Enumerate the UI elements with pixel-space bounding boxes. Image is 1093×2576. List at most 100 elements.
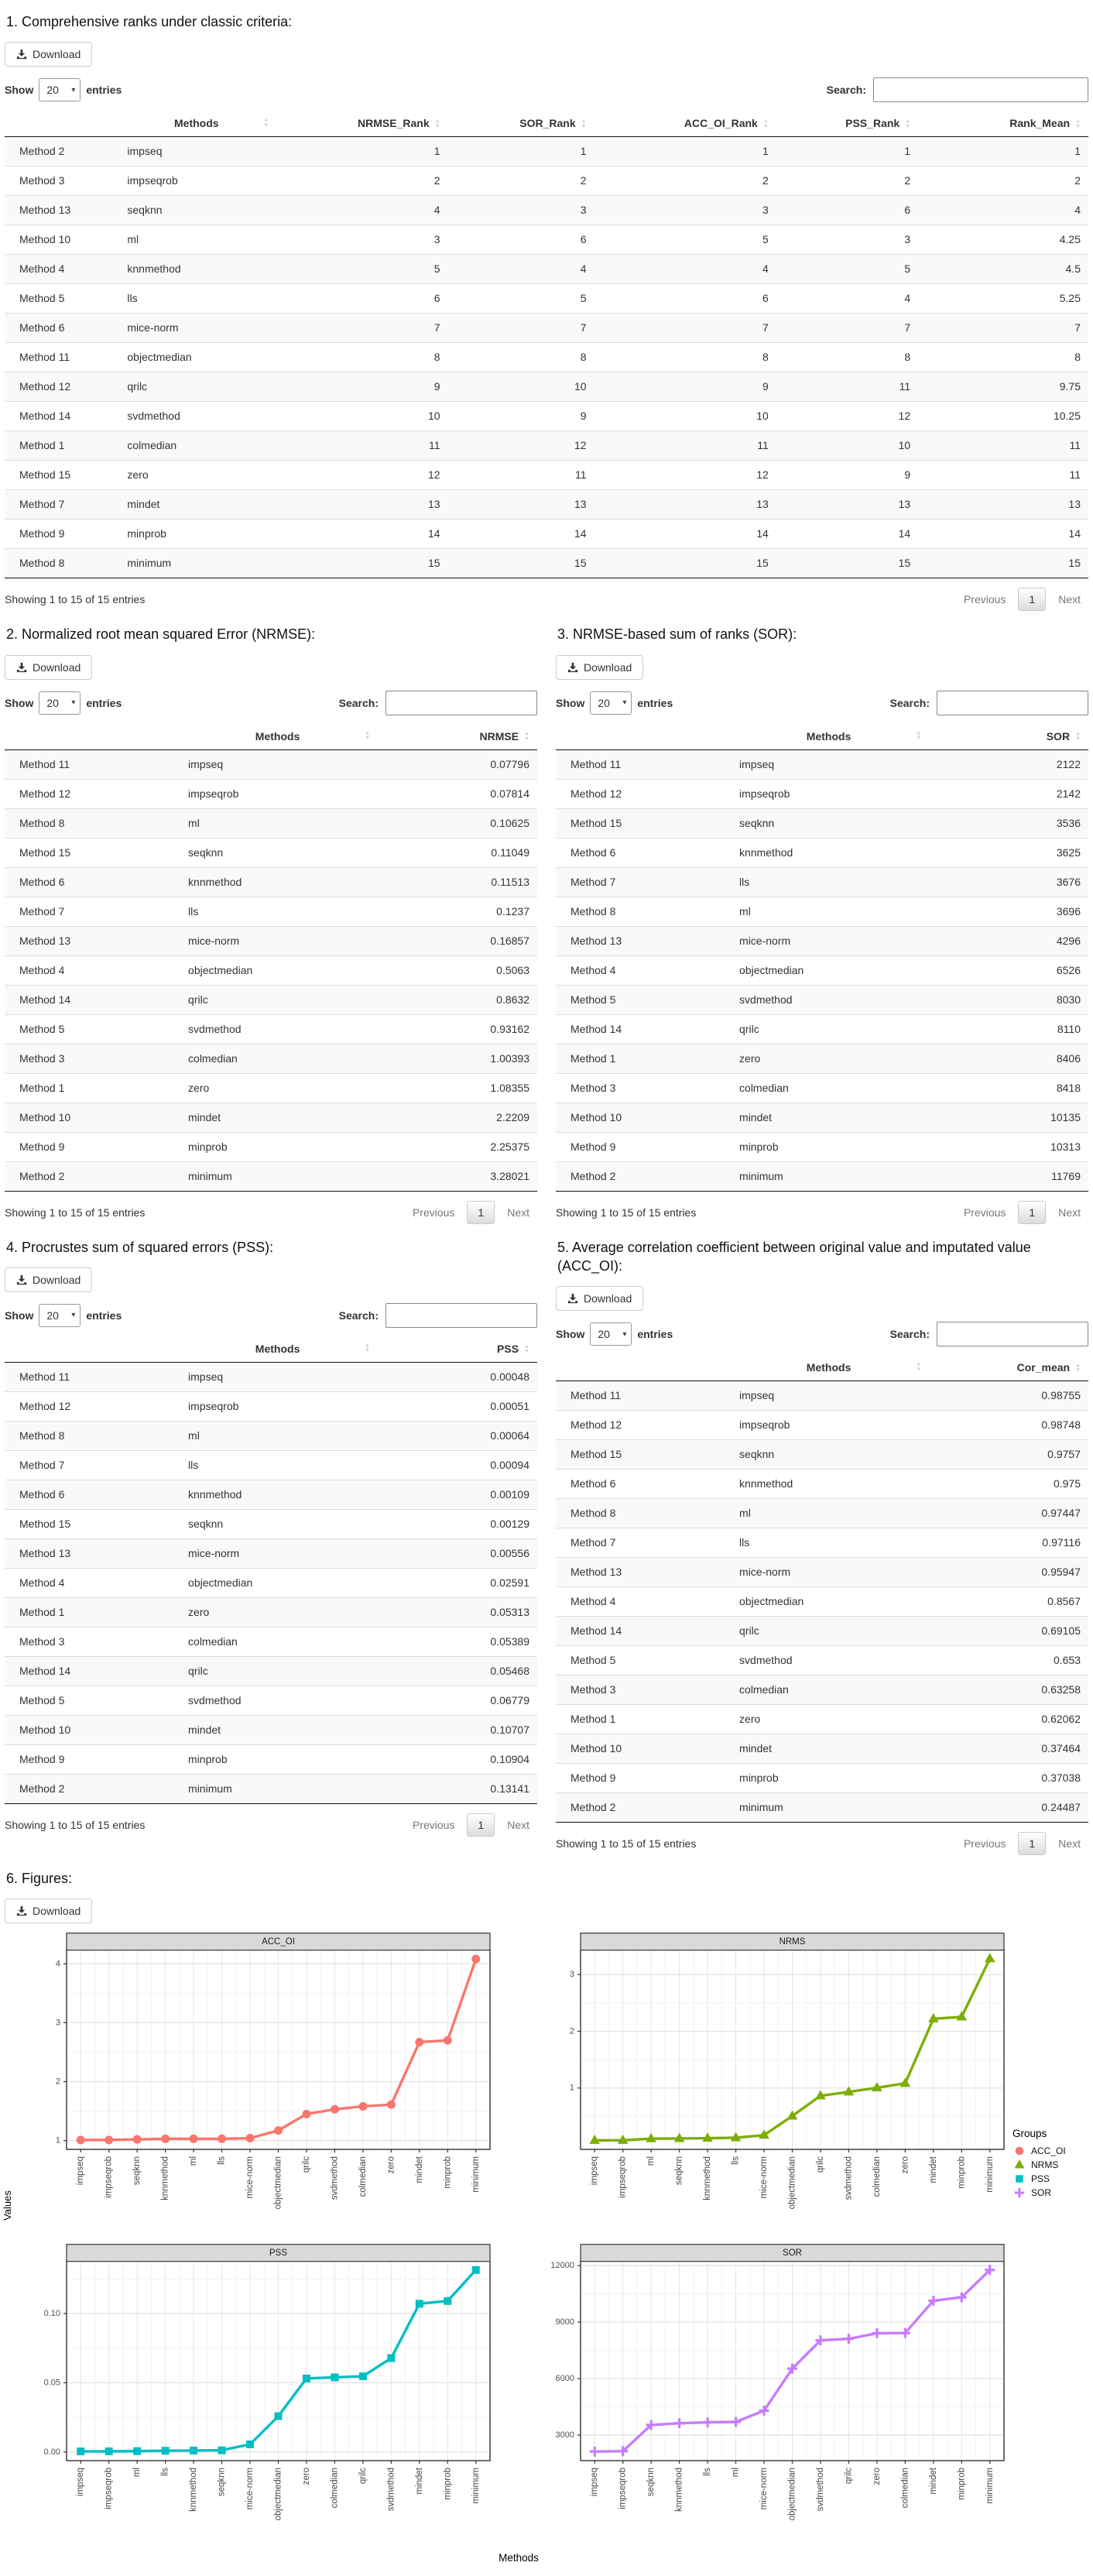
section-title: 5. Average correlation coefficient betwe…: [557, 1239, 1031, 1274]
table-row: Method 9 minprob 14 14 14 14 14: [5, 519, 1088, 549]
sort-icon[interactable]: ▲ ▼: [365, 730, 371, 741]
caret-down-icon: ▾: [622, 1329, 627, 1339]
search-label: Search:: [338, 1309, 379, 1322]
table-cell: knnmethod: [732, 1469, 927, 1499]
next-page-button[interactable]: Next: [507, 1818, 529, 1831]
table-cell: mice-norm: [119, 313, 274, 343]
table-cell: knnmethod: [180, 866, 375, 897]
table-row: Method 4 objectmedian 0.02591: [5, 1567, 537, 1598]
search-label: Search:: [889, 1328, 930, 1341]
column-header-methods[interactable]: Methods ▲ ▼: [119, 110, 274, 138]
table-cell: 0.37038: [926, 1763, 1088, 1793]
y-axis-label: Values: [1, 2190, 13, 2221]
table-cell: Method 7: [556, 1528, 732, 1558]
table-cell: 8: [594, 342, 776, 372]
table-cell: 0.05313: [375, 1597, 537, 1628]
table-row: Method 10 mindet 0.37464: [556, 1734, 1088, 1764]
sort-icon[interactable]: ▲ ▼: [581, 118, 587, 129]
next-page-button[interactable]: Next: [507, 1206, 529, 1219]
search-input[interactable]: [937, 1322, 1088, 1347]
section-sor: 3. NRMSE-based sum of ranks (SOR): Downl…: [556, 614, 1088, 1226]
column-header-cor_mean[interactable]: Cor_mean ▲ ▼: [926, 1354, 1088, 1382]
next-page-button[interactable]: Next: [1058, 593, 1081, 606]
sort-icon[interactable]: ▲ ▼: [1075, 118, 1081, 129]
page-length-select[interactable]: 20 ▾: [590, 1322, 632, 1346]
sort-icon[interactable]: ▲ ▼: [524, 1343, 529, 1355]
sort-icon[interactable]: ▲ ▼: [916, 730, 922, 741]
sort-icon[interactable]: ▲ ▼: [365, 1343, 371, 1353]
previous-page-button[interactable]: Previous: [412, 1818, 455, 1831]
table-cell: 7: [776, 313, 919, 343]
table-cell: 1.00393: [375, 1043, 537, 1074]
column-header-methods[interactable]: Methods ▲ ▼: [180, 722, 375, 750]
page-length-control: Show 20 ▾ entries: [556, 1322, 673, 1346]
column-header-sor_rank[interactable]: SOR_Rank ▲ ▼: [447, 110, 594, 138]
column-header-acc_oi_rank[interactable]: ACC_OI_Rank ▲ ▼: [594, 110, 776, 138]
download-button[interactable]: Download: [5, 654, 93, 680]
svg-text:impseq: impseq: [590, 2468, 599, 2496]
search-input[interactable]: [385, 1302, 537, 1328]
table-cell: impseqrob: [180, 1391, 375, 1422]
column-header-pss_rank[interactable]: PSS_Rank ▲ ▼: [776, 110, 919, 138]
download-button[interactable]: Download: [5, 42, 93, 67]
sort-icon[interactable]: ▲ ▼: [762, 118, 769, 129]
table-cell: 11: [776, 372, 919, 402]
svg-text:mindet: mindet: [415, 2156, 424, 2183]
previous-page-button[interactable]: Previous: [963, 1206, 1006, 1219]
current-page-button[interactable]: 1: [1018, 1200, 1047, 1224]
sort-icon[interactable]: ▲ ▼: [524, 731, 529, 742]
download-button[interactable]: Download: [5, 1899, 93, 1924]
download-button[interactable]: Download: [5, 1267, 93, 1292]
table-cell: 0.07796: [490, 757, 529, 770]
page-length-select[interactable]: 20 ▾: [39, 691, 81, 715]
previous-page-button[interactable]: Previous: [963, 593, 1006, 606]
current-page-button[interactable]: 1: [467, 1200, 495, 1224]
current-page-button[interactable]: 1: [467, 1813, 495, 1837]
next-page-button[interactable]: Next: [1058, 1837, 1081, 1851]
column-header-nrmse_rank[interactable]: NRMSE_Rank ▲ ▼: [273, 110, 448, 138]
next-page-button[interactable]: Next: [1058, 1206, 1081, 1219]
search-input[interactable]: [873, 77, 1088, 103]
table-cell: 0.63258: [926, 1675, 1088, 1705]
table-cell: Method 2: [5, 1773, 181, 1804]
search-input[interactable]: [937, 690, 1088, 715]
sort-icon[interactable]: ▲ ▼: [263, 117, 269, 129]
page-length-select[interactable]: 20 ▾: [39, 1303, 81, 1327]
table-cell: 0.5063: [375, 955, 537, 986]
sort-icon[interactable]: ▲ ▼: [1075, 1362, 1081, 1374]
download-button[interactable]: Download: [556, 1286, 644, 1312]
previous-page-button[interactable]: Previous: [963, 1837, 1006, 1851]
table-cell: Method 12: [5, 1391, 181, 1422]
table-cell: Method 2: [556, 1792, 732, 1823]
table-row: Method 2 minimum 0.13141: [5, 1773, 537, 1804]
page-length-control: Show 20 ▾ entries: [5, 78, 122, 102]
current-page-button[interactable]: 1: [1018, 588, 1047, 612]
sort-icon[interactable]: ▲ ▼: [905, 118, 911, 129]
sort-icon[interactable]: ▲ ▼: [434, 118, 440, 129]
current-page-button[interactable]: 1: [1018, 1832, 1047, 1856]
page-length-select[interactable]: 20 ▾: [590, 691, 632, 715]
column-header-methods[interactable]: Methods ▲ ▼: [180, 1335, 375, 1363]
column-header-methods[interactable]: Methods ▲ ▼: [732, 722, 927, 750]
svg-text:impseqrob: impseqrob: [618, 2156, 628, 2198]
sort-icon[interactable]: ▲ ▼: [1075, 731, 1081, 742]
column-header-pss[interactable]: PSS ▲ ▼: [375, 1335, 537, 1363]
previous-page-button[interactable]: Previous: [412, 1206, 455, 1219]
table-row: Method 7 lls 0.97116: [556, 1528, 1088, 1558]
page-length-select[interactable]: 20 ▾: [39, 78, 81, 102]
table-cell: Method 3: [5, 1043, 181, 1074]
column-header-rank_mean[interactable]: Rank_Mean ▲ ▼: [918, 110, 1088, 138]
download-button[interactable]: Download: [556, 654, 644, 680]
table-cell: 8418: [926, 1072, 1088, 1103]
legend-label: NRMS: [1031, 2159, 1059, 2171]
table-row: Method 2 minimum 0.24487: [556, 1792, 1088, 1823]
table-cell: 9: [594, 372, 776, 402]
column-header-nrmse[interactable]: NRMSE ▲ ▼: [375, 722, 537, 750]
svg-text:seqknn: seqknn: [646, 2468, 656, 2496]
sort-icon[interactable]: ▲ ▼: [916, 1361, 922, 1373]
column-header-methods[interactable]: Methods ▲ ▼: [732, 1354, 927, 1382]
column-header-sor[interactable]: SOR ▲ ▼: [926, 722, 1088, 750]
svg-text:6000: 6000: [556, 2374, 574, 2383]
search-input[interactable]: [385, 690, 537, 715]
